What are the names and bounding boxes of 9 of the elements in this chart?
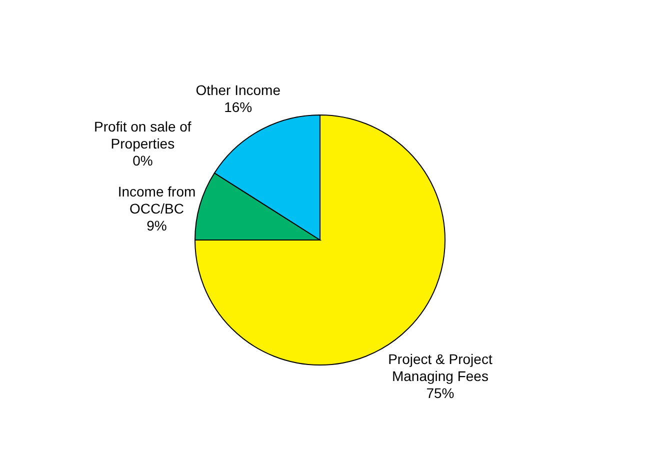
category-label: Profit on sale of Properties xyxy=(94,118,192,152)
slice-label: Income from OCC/BC xyxy=(118,184,196,217)
slice-label: Other Income xyxy=(196,82,281,98)
data-label: 75% xyxy=(426,385,454,402)
text: 0% xyxy=(132,152,153,168)
data-label: 16% xyxy=(224,99,252,116)
slice-label: Project & Project Managing Fees xyxy=(388,351,492,384)
pie-slice xyxy=(194,114,446,366)
data-label: 9% xyxy=(146,218,167,234)
